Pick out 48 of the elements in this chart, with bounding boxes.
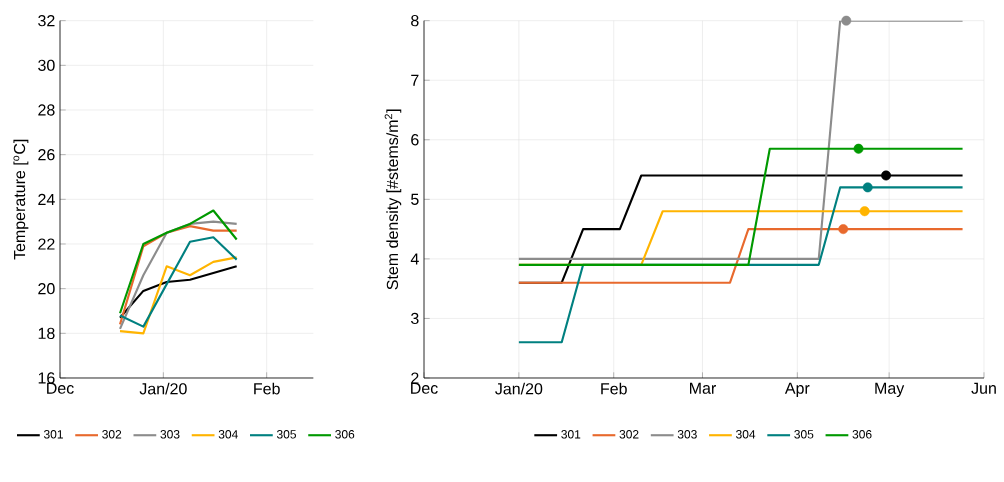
y-tick-label: 16 [38,372,55,384]
x-tick-label: Jan/20 [495,382,543,395]
point [838,224,849,235]
x-tick-label: Jun [971,382,996,394]
y-tick-label: 5 [411,193,419,205]
legend-label: 306 [852,430,872,439]
y-axis-title: Stem density [#stems/m$^{2}$] [384,109,402,290]
y-tick-label: 30 [38,59,55,71]
y-tick-label: 22 [38,238,55,250]
legend-label: 305 [794,430,814,439]
y-tick-label: 4 [410,253,419,265]
line-series [118,265,238,319]
y-tick-label: 3 [411,312,419,325]
line-series [118,256,238,335]
y-tick-label: 8 [411,15,419,27]
y-tick-label: 32 [38,15,55,27]
legend-label: 305 [276,430,296,439]
x-tick-label: Mar [690,382,716,394]
legend-label: 303 [677,430,697,439]
x-tick-label: Jan/20 [139,382,187,395]
y-tick-label: 18 [38,327,55,339]
y-tick-label: 24 [38,193,55,205]
point [841,15,852,26]
x-tick-label: May [875,382,905,398]
x-tick-label: Apr [784,382,810,398]
point [859,206,870,217]
line-series [118,209,238,315]
y-tick-label: 7 [411,74,419,86]
legend-label: 302 [619,430,639,439]
legend-label: 303 [160,430,180,439]
point [853,143,864,154]
y-tick-label: 28 [38,104,55,116]
y-tick-label: 26 [38,149,55,161]
y-tick-label: 20 [38,283,55,295]
legend-label: 304 [218,430,238,439]
point [881,170,892,181]
x-tick-label: Dec [411,382,438,394]
legend-label: 302 [102,430,122,439]
legend-label: 306 [335,430,355,439]
legend-label: 301 [561,430,581,439]
x-tick-label: Feb [254,382,280,395]
y-tick-label: 6 [411,134,419,146]
x-tick-label: Feb [601,382,627,395]
y-axis-title: Temperature [$^{o}$C] [13,139,29,260]
legend-label: 304 [736,430,756,439]
legend-label: 301 [43,430,63,439]
x-tick-label: Dec [47,382,74,394]
point [862,182,873,193]
